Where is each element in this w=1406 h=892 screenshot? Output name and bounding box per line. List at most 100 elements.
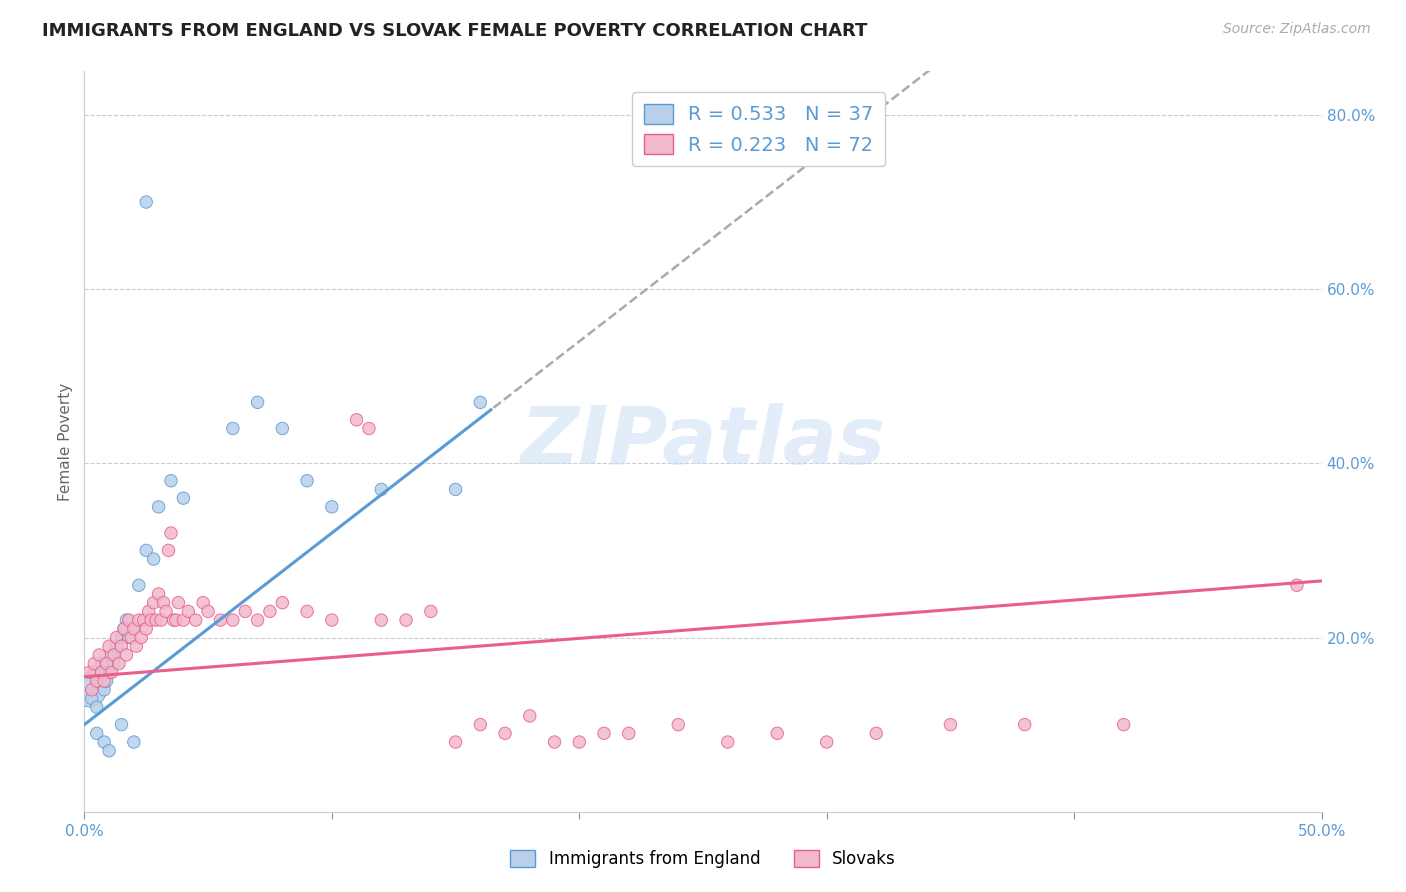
Point [271,596,294,610]
Point [79,682,101,697]
Point [172,613,194,627]
Point [470,395,492,409]
Point [177,604,200,618]
Point [93,682,115,697]
Point [165,613,187,627]
Point [370,613,392,627]
Point [666,717,689,731]
Legend: R = 0.533   N = 37, R = 0.223   N = 72: R = 0.533 N = 37, R = 0.223 N = 72 [633,92,886,166]
Point [865,726,887,740]
Point [96,674,118,689]
Point [148,587,170,601]
Point [110,717,132,731]
Point [1285,578,1308,592]
Point [120,631,142,645]
Point [103,657,125,671]
Point [90,665,112,680]
Point [444,483,467,497]
Point [543,735,565,749]
Point [103,648,125,662]
Point [419,604,441,618]
Point [157,543,180,558]
Point [617,726,640,740]
Point [148,500,170,514]
Point [86,674,108,689]
Point [118,613,141,627]
Point [115,613,138,627]
Point [129,631,152,645]
Point [191,596,214,610]
Point [135,543,157,558]
Point [125,639,148,653]
Text: IMMIGRANTS FROM ENGLAND VS SLOVAK FEMALE POVERTY CORRELATION CHART: IMMIGRANTS FROM ENGLAND VS SLOVAK FEMALE… [42,22,868,40]
Point [93,674,115,689]
Legend: Immigrants from England, Slovaks: Immigrants from England, Slovaks [503,843,903,875]
Point [155,604,177,618]
Point [259,604,281,618]
Point [321,500,343,514]
Point [142,552,165,566]
Point [98,744,121,758]
Point [83,665,105,680]
Point [110,631,132,645]
Point [357,421,380,435]
Point [100,648,122,662]
Point [717,735,740,749]
Point [162,613,184,627]
Point [568,735,591,749]
Point [80,691,103,706]
Point [246,395,269,409]
Point [86,700,108,714]
Point [105,631,128,645]
Point [112,622,135,636]
Point [295,474,318,488]
Point [222,421,245,435]
Point [141,613,163,627]
Point [108,657,131,671]
Point [167,596,190,610]
Point [172,491,194,505]
Point [105,639,128,653]
Point [370,483,392,497]
Point [86,726,108,740]
Point [246,613,269,627]
Point [222,613,245,627]
Point [395,613,418,627]
Point [160,526,183,541]
Point [593,726,616,740]
Point [142,596,165,610]
Point [122,622,145,636]
Point [209,613,232,627]
Point [79,665,101,680]
Point [93,735,115,749]
Point [295,604,318,618]
Point [100,665,122,680]
Point [1112,717,1135,731]
Point [152,596,174,610]
Point [160,474,183,488]
Point [444,735,467,749]
Point [766,726,789,740]
Point [184,613,207,627]
Point [815,735,838,749]
Point [83,657,105,671]
Point [90,657,112,671]
Point [519,709,541,723]
Point [145,613,167,627]
Point [128,613,150,627]
Point [233,604,256,618]
Y-axis label: Female Poverty: Female Poverty [58,383,73,500]
Point [346,413,368,427]
Point [135,194,157,209]
Point [115,648,138,662]
Text: Source: ZipAtlas.com: Source: ZipAtlas.com [1223,22,1371,37]
Point [96,657,118,671]
Point [89,648,111,662]
Point [112,622,135,636]
Point [110,639,132,653]
Point [271,421,294,435]
Point [138,604,160,618]
Point [494,726,516,740]
Point [98,639,121,653]
Point [197,604,219,618]
